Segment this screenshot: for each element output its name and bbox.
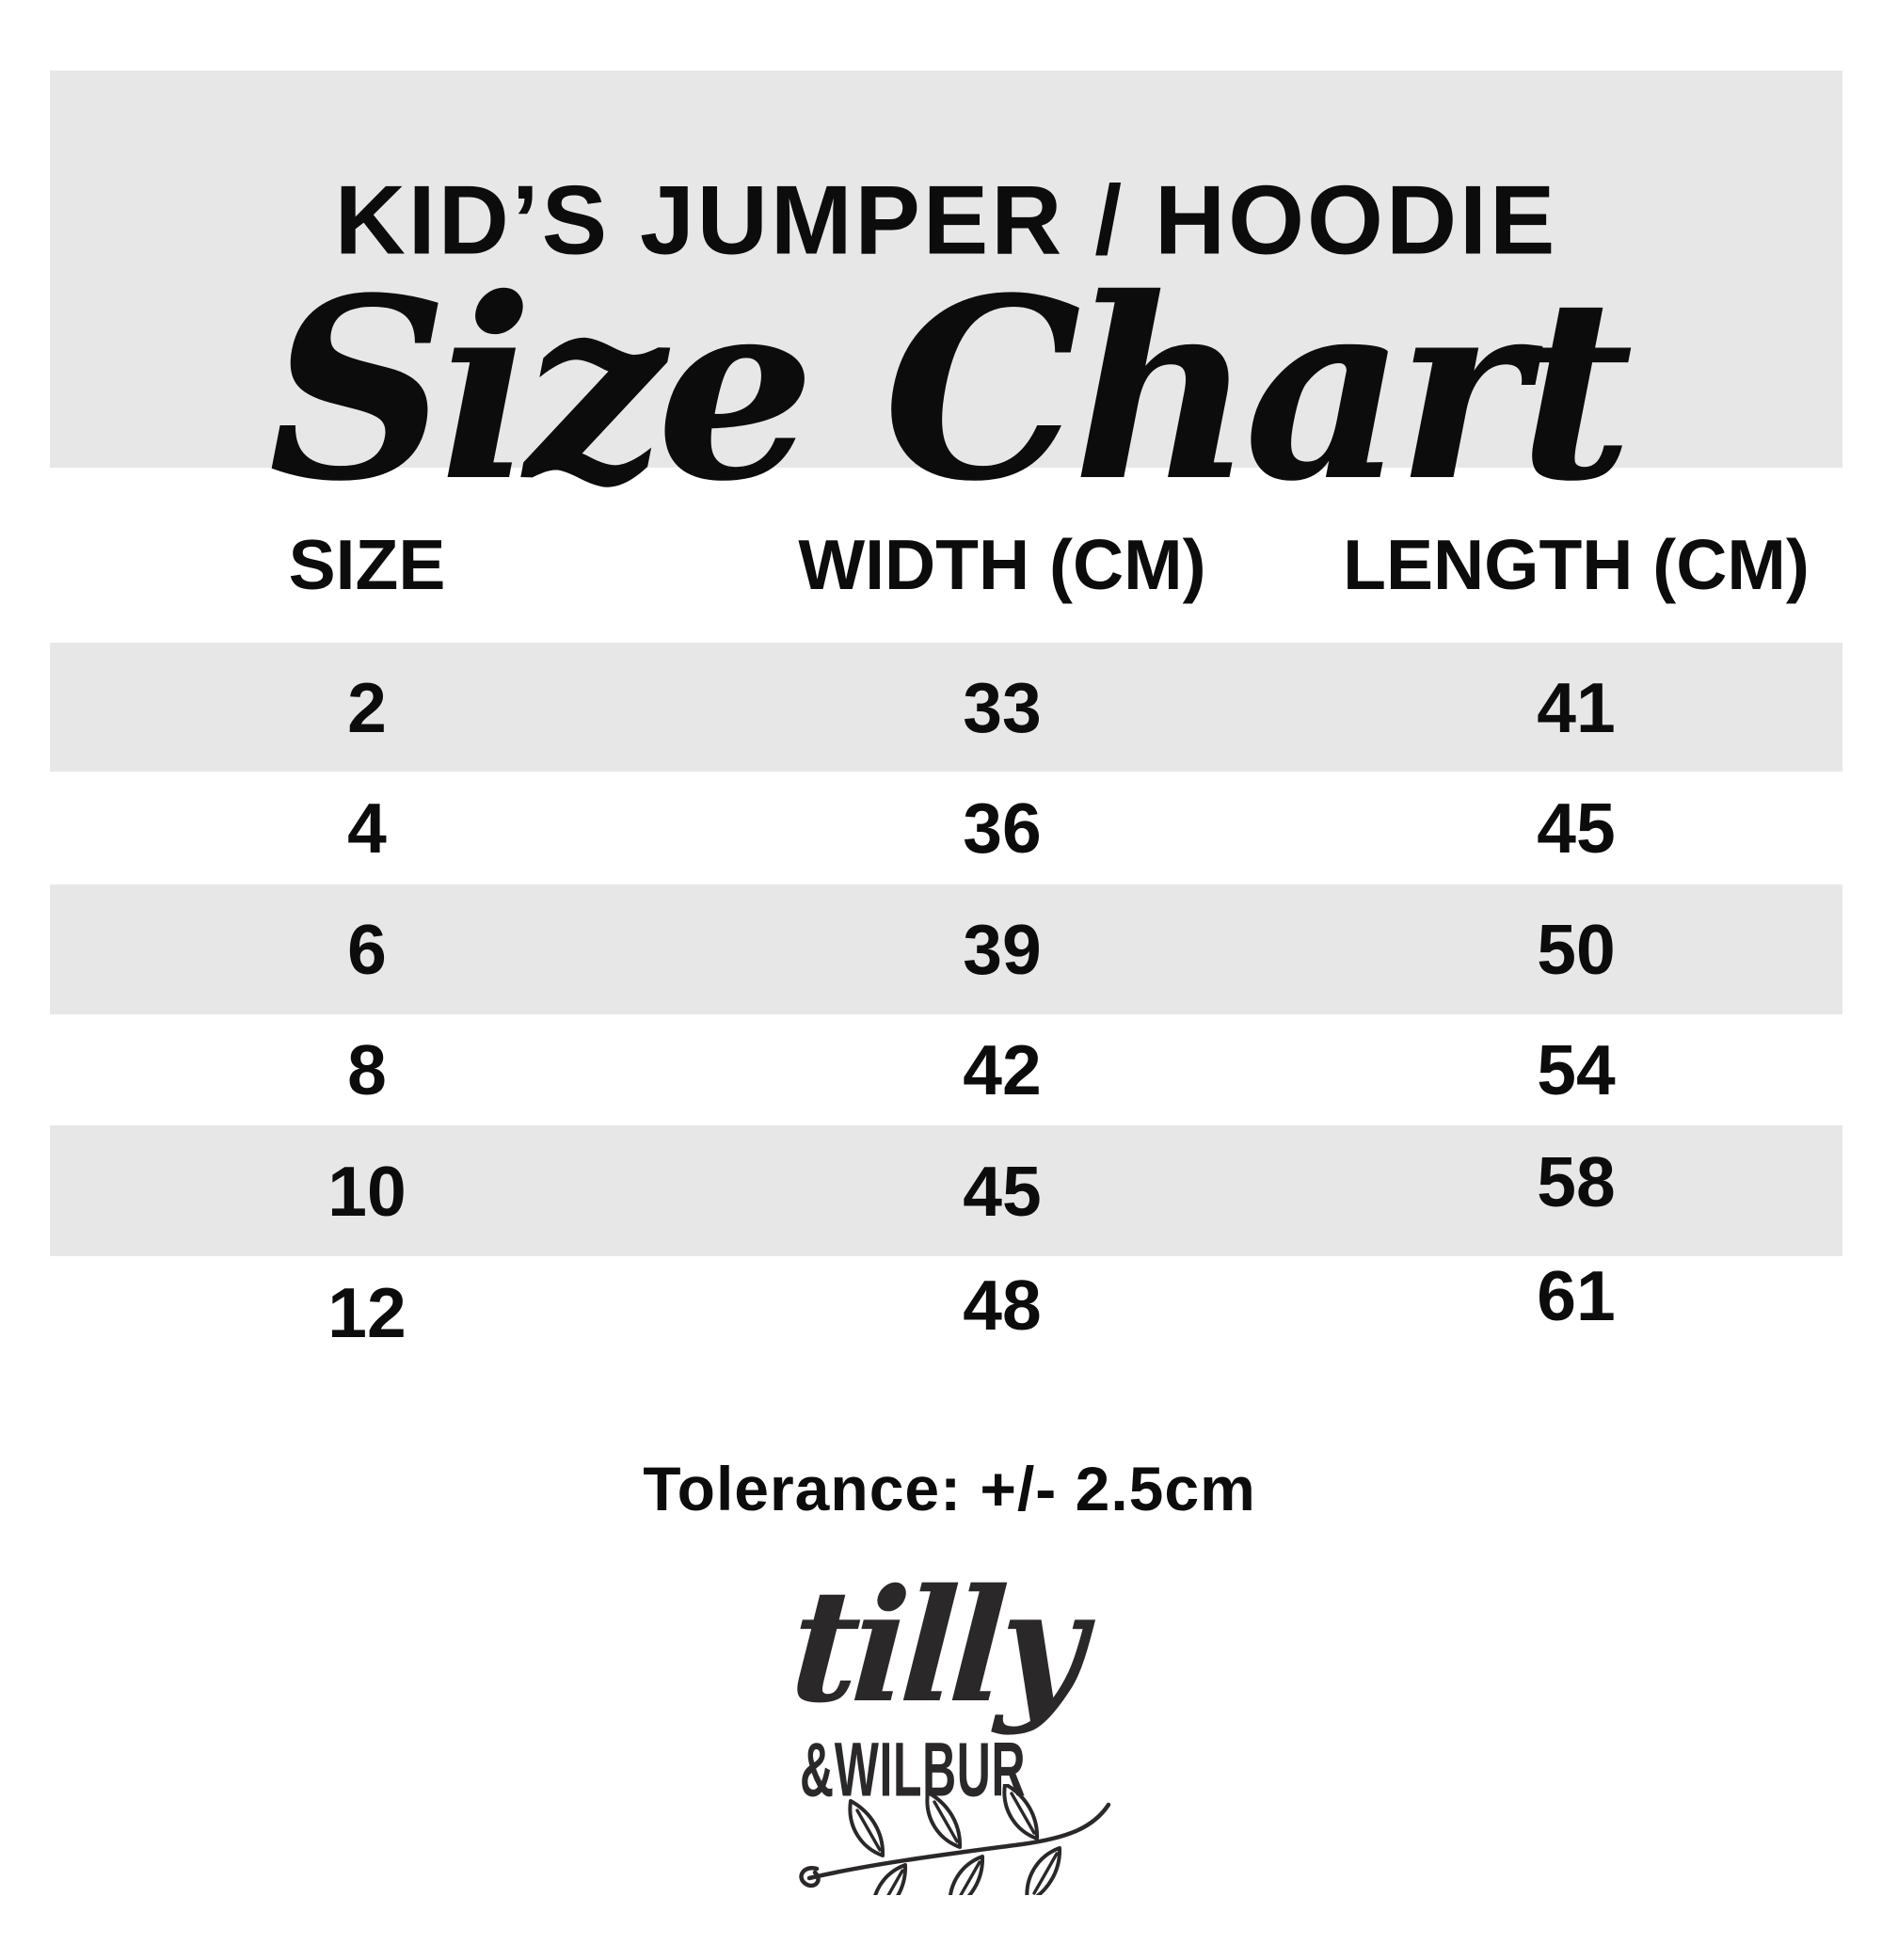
logo-tilly-text: tilly bbox=[786, 1554, 1085, 1737]
table-row: 4 36 45 bbox=[50, 772, 1842, 884]
column-header-width: WIDTH (CM) bbox=[798, 525, 1206, 604]
table-cell: 48 bbox=[963, 1266, 1042, 1345]
table-row: 10 45 58 bbox=[50, 1125, 1842, 1256]
table-cell: 6 bbox=[347, 910, 387, 989]
table-row: 2 33 41 bbox=[50, 643, 1842, 772]
table-cell: 8 bbox=[347, 1030, 387, 1109]
table-cell: 45 bbox=[1537, 789, 1616, 868]
table-cell: 39 bbox=[963, 910, 1042, 989]
table-cell: 12 bbox=[327, 1273, 407, 1352]
table-cell: 61 bbox=[1537, 1256, 1616, 1335]
table-cell: 36 bbox=[963, 789, 1042, 868]
table-header-row: SIZE WIDTH (CM) LENGTH (CM) bbox=[50, 513, 1842, 616]
laurel-branch-icon bbox=[799, 1784, 1111, 1895]
logo-wilbur-text: &WILBUR bbox=[800, 1726, 1027, 1813]
column-header-size: SIZE bbox=[288, 525, 446, 604]
product-category-title: KID’S JUMPER / HOODIE bbox=[334, 166, 1558, 276]
table-cell: 50 bbox=[1537, 910, 1616, 989]
table-cell: 33 bbox=[963, 667, 1042, 747]
table-cell: 58 bbox=[1537, 1141, 1616, 1221]
size-chart-title: Size Chart bbox=[268, 244, 1634, 537]
column-header-length: LENGTH (CM) bbox=[1343, 525, 1810, 604]
table-cell: 2 bbox=[347, 667, 387, 747]
tolerance-note: Tolerance: +/- 2.5cm bbox=[643, 1454, 1256, 1523]
table-cell: 10 bbox=[327, 1151, 407, 1231]
table-cell: 54 bbox=[1537, 1030, 1616, 1109]
table-body: 2 33 41 4 36 45 6 39 50 8 42 54 10 45 58 12 48 61 bbox=[50, 643, 1842, 1369]
table-row: 8 42 54 bbox=[50, 1014, 1842, 1125]
header-banner: KID’S JUMPER / HOODIE Size Chart bbox=[50, 71, 1842, 536]
table-cell: 45 bbox=[963, 1151, 1042, 1231]
table-cell: 4 bbox=[347, 789, 387, 868]
table-cell: 42 bbox=[963, 1030, 1042, 1109]
table-row: 6 39 50 bbox=[50, 884, 1842, 1014]
table-cell: 41 bbox=[1537, 667, 1616, 747]
table-row: 12 48 61 bbox=[50, 1256, 1842, 1369]
